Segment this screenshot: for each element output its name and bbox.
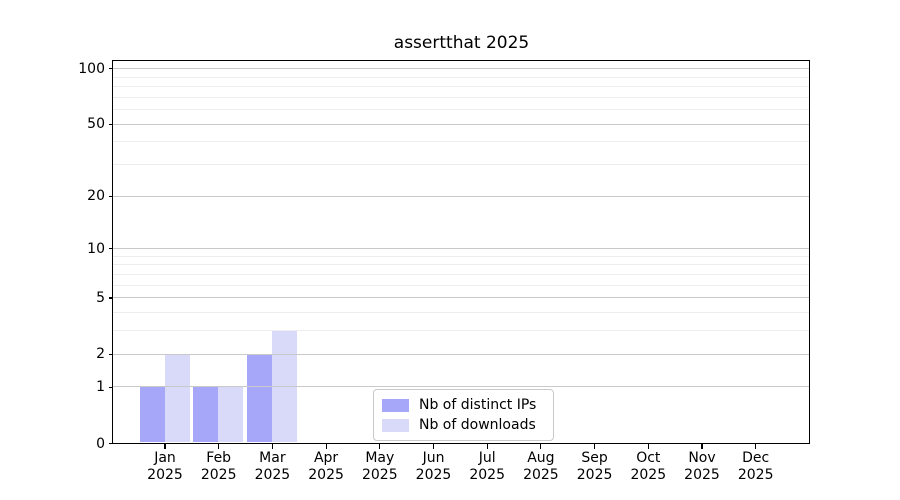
legend: Nb of distinct IPs Nb of downloads <box>373 389 554 441</box>
minor-gridline <box>113 163 809 165</box>
legend-swatch-downloads <box>382 418 409 432</box>
x-tick-mark <box>271 444 273 449</box>
minor-gridline <box>113 264 809 266</box>
y-tick-label: 1 <box>96 379 105 396</box>
x-tick-mark <box>486 444 488 449</box>
y-tick-label: 2 <box>96 346 105 363</box>
minor-gridline <box>113 312 809 314</box>
x-tick-label: May 2025 <box>361 450 398 483</box>
legend-item-distinct-ips: Nb of distinct IPs <box>382 395 545 415</box>
minor-gridline <box>113 96 809 98</box>
y-tick-label: 10 <box>87 240 105 257</box>
minor-gridline <box>113 273 809 275</box>
major-gridline <box>113 248 809 250</box>
major-gridline <box>113 195 809 197</box>
x-tick-mark <box>594 444 596 449</box>
major-gridline <box>113 353 809 355</box>
bar-jan-series1 <box>164 354 190 443</box>
x-tick-mark <box>325 444 327 449</box>
legend-label-distinct-ips: Nb of distinct IPs <box>419 397 537 413</box>
y-tick-mark <box>108 386 113 388</box>
x-tick-mark <box>701 444 703 449</box>
major-gridline <box>113 386 809 388</box>
x-tick-mark <box>432 444 435 449</box>
y-tick-label: 100 <box>78 60 105 77</box>
x-tick-mark <box>755 444 757 449</box>
x-tick-label: Jan 2025 <box>147 450 183 483</box>
y-tick-mark <box>108 297 113 299</box>
x-tick-label: Nov 2025 <box>684 450 720 483</box>
major-gridline <box>113 123 809 125</box>
legend-item-downloads: Nb of downloads <box>382 415 545 435</box>
bar-feb-series0 <box>193 386 219 443</box>
y-tick-label: 50 <box>87 116 105 133</box>
minor-gridline <box>113 86 809 87</box>
bar-jan-series0 <box>139 386 165 443</box>
y-tick-mark <box>108 68 113 70</box>
x-tick-mark <box>218 444 220 449</box>
plot-area <box>112 60 810 444</box>
minor-gridline <box>113 141 809 143</box>
y-tick-label: 5 <box>96 290 105 307</box>
y-tick-mark <box>108 195 113 197</box>
minor-gridline <box>113 330 809 332</box>
y-tick-label: 0 <box>96 435 105 452</box>
minor-gridline <box>113 76 809 78</box>
x-tick-label: Sep 2025 <box>576 450 613 483</box>
x-tick-label: Jul 2025 <box>469 450 505 483</box>
x-tick-mark <box>647 444 649 449</box>
major-gridline <box>113 68 809 70</box>
x-tick-label: Aug 2025 <box>523 450 559 483</box>
y-tick-mark <box>108 123 113 125</box>
x-tick-label: Dec 2025 <box>737 450 774 483</box>
x-tick-label: Jun 2025 <box>415 450 452 483</box>
legend-label-downloads: Nb of downloads <box>419 417 536 433</box>
major-gridline <box>113 297 809 299</box>
chart-title: assertthat 2025 <box>393 33 530 53</box>
x-tick-label: Feb 2025 <box>200 450 237 483</box>
x-tick-mark <box>379 444 381 449</box>
x-tick-label: Apr 2025 <box>308 450 344 483</box>
y-tick-mark <box>108 353 113 355</box>
legend-swatch-distinct-ips <box>382 398 409 412</box>
minor-gridline <box>113 255 809 257</box>
y-tick-label: 20 <box>87 188 105 205</box>
bar-mar-series0 <box>247 354 273 443</box>
minor-gridline <box>113 284 809 286</box>
bar-feb-series1 <box>218 386 244 443</box>
x-tick-mark <box>164 444 166 449</box>
y-tick-mark <box>108 248 113 250</box>
x-tick-mark <box>540 444 542 449</box>
x-tick-label: Oct 2025 <box>630 450 667 483</box>
minor-gridline <box>113 109 809 111</box>
x-tick-label: Mar 2025 <box>254 450 291 483</box>
y-tick-mark <box>108 442 113 445</box>
